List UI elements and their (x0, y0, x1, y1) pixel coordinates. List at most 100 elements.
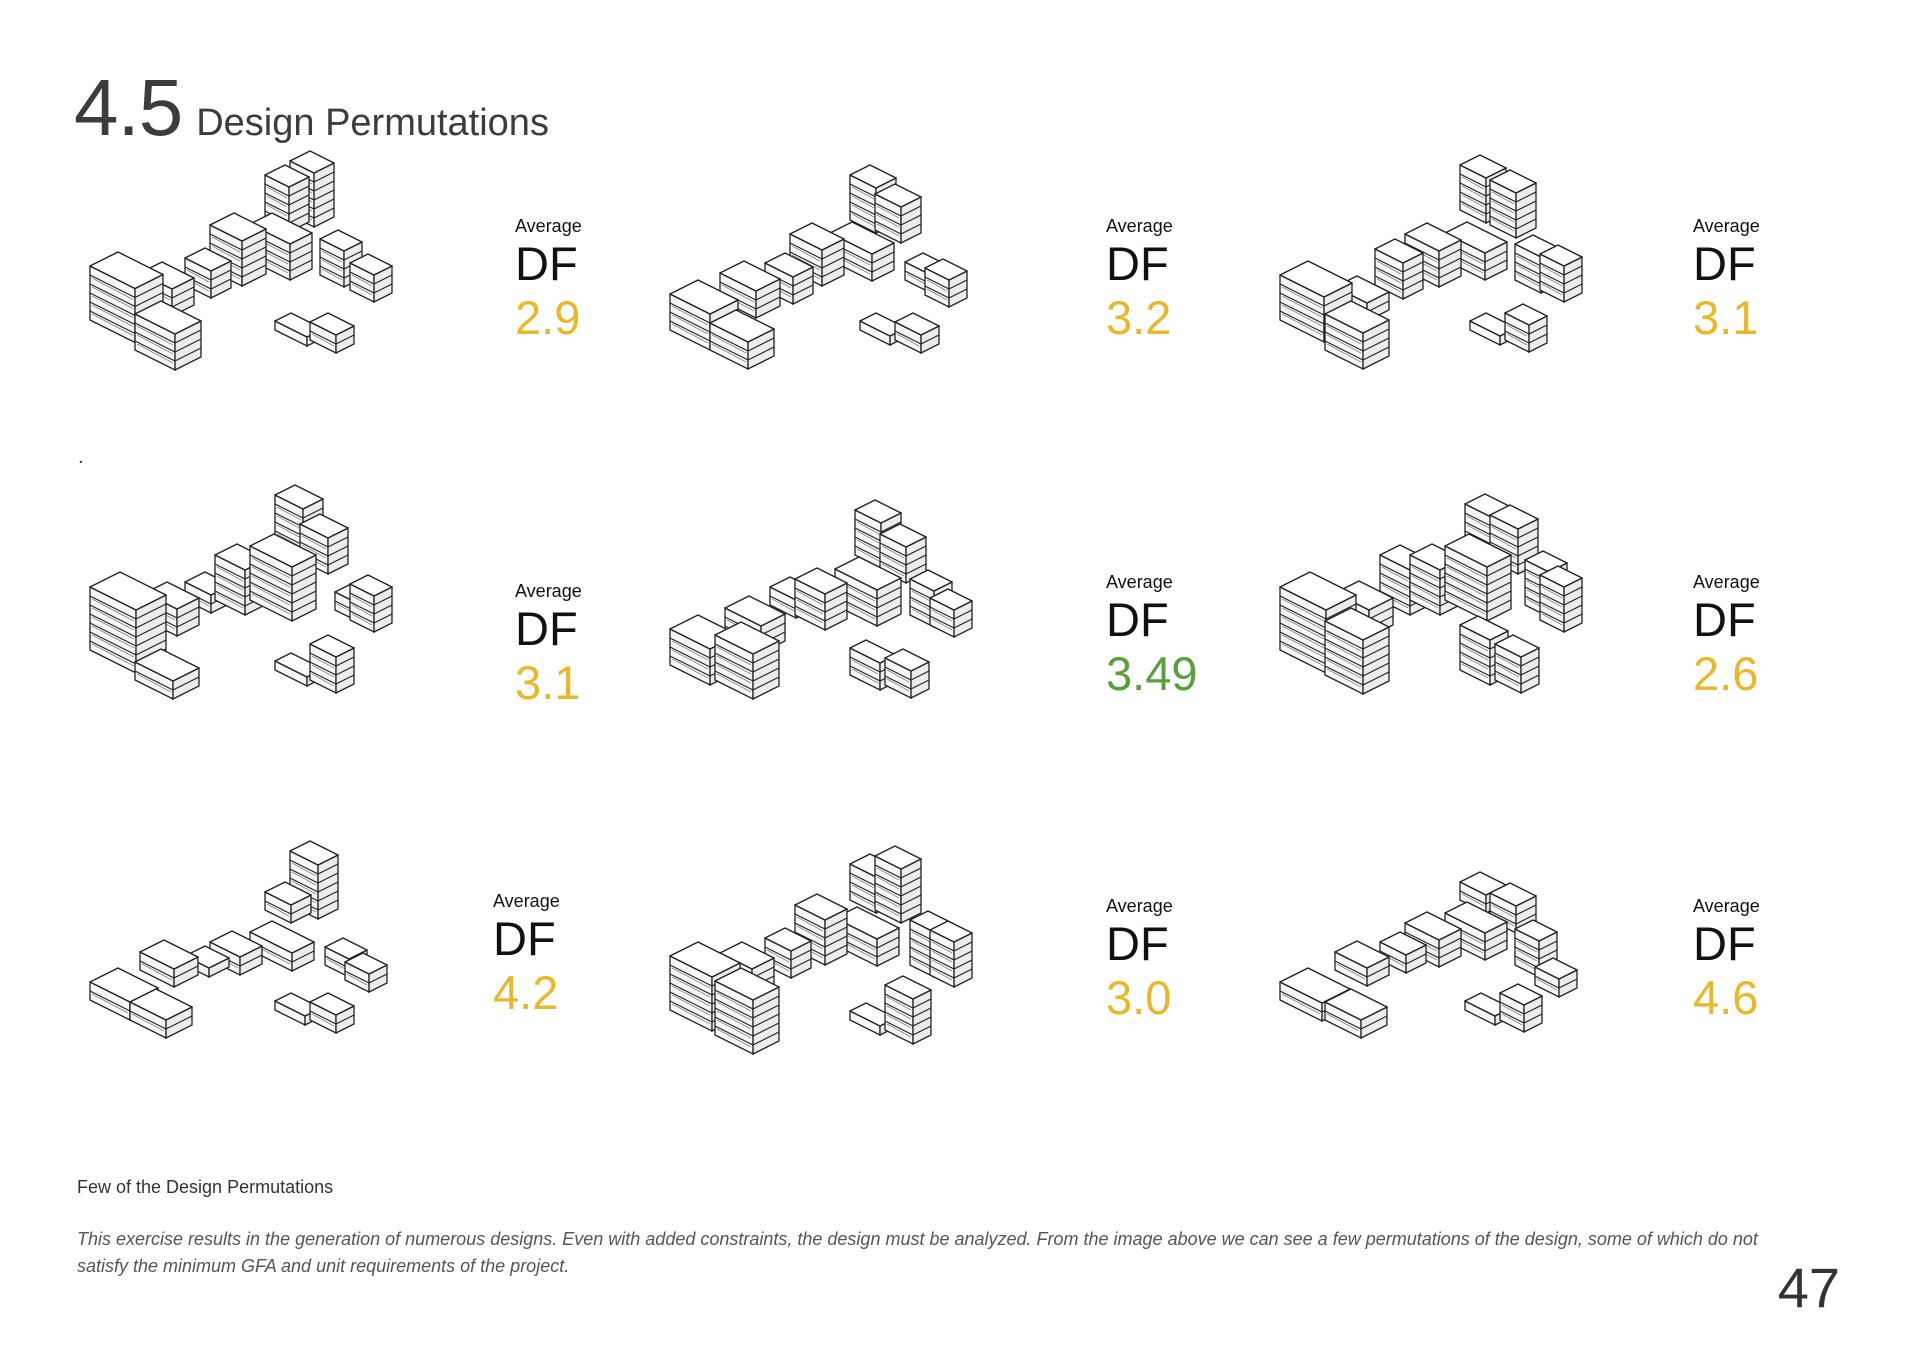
df-label: DF (1106, 917, 1169, 970)
permutation-card-7: Average DF 4.2 (89, 840, 590, 1070)
df-label-average: Average (1693, 216, 1760, 236)
building-block (714, 621, 780, 701)
df-label-average: Average (493, 891, 560, 911)
stray-mark: . (78, 446, 84, 468)
building-block (1494, 634, 1540, 695)
building-block (894, 312, 940, 355)
massing-diagram-9 (1279, 871, 1578, 1040)
building-block (884, 975, 932, 1046)
building-block (929, 920, 973, 989)
df-label-average: Average (515, 581, 582, 601)
section-number: 4.5 (74, 63, 183, 152)
building-block (309, 312, 355, 355)
building-block (1374, 238, 1424, 301)
df-label-average: Average (1693, 572, 1760, 592)
building-block (309, 992, 355, 1035)
building-block (1444, 533, 1512, 623)
building-block (344, 952, 388, 994)
building-block (1534, 957, 1578, 999)
df-value: 3.1 (1693, 291, 1759, 344)
df-metric-7: Average DF 4.2 (493, 890, 560, 1020)
df-value: 3.1 (515, 656, 581, 709)
df-label: DF (515, 237, 578, 290)
building-block (349, 574, 393, 634)
building-block (1324, 300, 1390, 371)
figure-description: This exercise results in the generation … (77, 1229, 1758, 1276)
page-number: 47 (1777, 1256, 1840, 1319)
massing-diagram-5 (669, 499, 973, 701)
building-block (884, 648, 930, 700)
building-block (89, 571, 167, 675)
building-block (129, 988, 193, 1040)
building-block (924, 258, 968, 309)
df-label-average: Average (1106, 216, 1173, 236)
building-block (1489, 169, 1537, 240)
building-block (1324, 607, 1390, 696)
building-block (134, 300, 202, 372)
permutation-card-5: Average DF 3.49 (669, 499, 1197, 725)
df-value: 2.9 (515, 291, 581, 344)
df-label: DF (1106, 593, 1169, 646)
building-block (1504, 303, 1548, 354)
building-block (1499, 983, 1543, 1034)
permutation-card-1: Average DF 2.9 (89, 150, 590, 390)
building-block (1539, 244, 1583, 304)
building-block (249, 533, 317, 623)
permutation-card-3: Average DF 3.1 (1279, 154, 1780, 390)
building-block (719, 260, 781, 320)
building-block (874, 183, 922, 245)
figure-caption: Few of the Design Permutations (77, 1177, 334, 1197)
massing-diagram-8 (669, 845, 973, 1056)
building-block (264, 164, 310, 234)
building-block (139, 939, 199, 989)
permutation-card-6: Average DF 2.6 (1279, 493, 1780, 720)
df-metric-2: Average DF 3.2 (1106, 215, 1173, 345)
df-label: DF (515, 602, 578, 655)
massing-diagram-6 (1279, 493, 1583, 696)
permutation-card-8: Average DF 3.0 (669, 845, 1173, 1070)
page-title: 4.5 Design Permutations (74, 62, 549, 154)
df-label: DF (1693, 237, 1756, 290)
df-label: DF (493, 912, 556, 965)
massing-diagram-2 (669, 164, 968, 371)
df-metric-9: Average DF 4.6 (1693, 895, 1760, 1025)
df-metric-6: Average DF 2.6 (1693, 571, 1760, 701)
permutation-card-9: Average DF 4.6 (1279, 870, 1780, 1070)
permutation-card-2: Average DF 3.2 (669, 164, 1173, 390)
building-block (874, 845, 922, 925)
building-block (794, 567, 848, 632)
massing-diagram-4 (89, 484, 393, 701)
df-label: DF (1693, 917, 1756, 970)
df-label: DF (1106, 237, 1169, 290)
df-value: 4.6 (1693, 971, 1759, 1024)
building-block (264, 881, 312, 925)
massing-diagram-1 (89, 150, 393, 372)
df-label-average: Average (1106, 572, 1173, 592)
building-block (1444, 901, 1508, 962)
df-metric-4: Average DF 3.1 (515, 580, 582, 710)
df-value: 3.49 (1106, 647, 1198, 700)
building-block (709, 309, 775, 371)
building-block (1334, 940, 1390, 988)
building-block (1539, 565, 1583, 634)
df-label: DF (1693, 593, 1756, 646)
df-value: 2.6 (1693, 647, 1759, 700)
building-block (714, 967, 780, 1056)
massing-diagram-7 (89, 840, 388, 1040)
df-value: 3.2 (1106, 291, 1172, 344)
building-block (929, 588, 973, 639)
permutation-card-4: Average DF 3.1 (89, 484, 590, 720)
building-block (1324, 988, 1388, 1040)
building-block (184, 247, 232, 300)
df-value: 4.2 (493, 966, 559, 1019)
df-label-average: Average (1693, 896, 1760, 916)
building-block (349, 253, 393, 304)
df-metric-1: Average DF 2.9 (515, 215, 582, 345)
building-block (134, 648, 200, 701)
building-block (309, 634, 355, 695)
df-metric-8: Average DF 3.0 (1106, 895, 1173, 1025)
df-metric-5: Average DF 3.49 (1106, 571, 1197, 701)
df-label-average: Average (1106, 896, 1173, 916)
df-metric-3: Average DF 3.1 (1693, 215, 1760, 345)
df-value: 3.0 (1106, 971, 1172, 1024)
